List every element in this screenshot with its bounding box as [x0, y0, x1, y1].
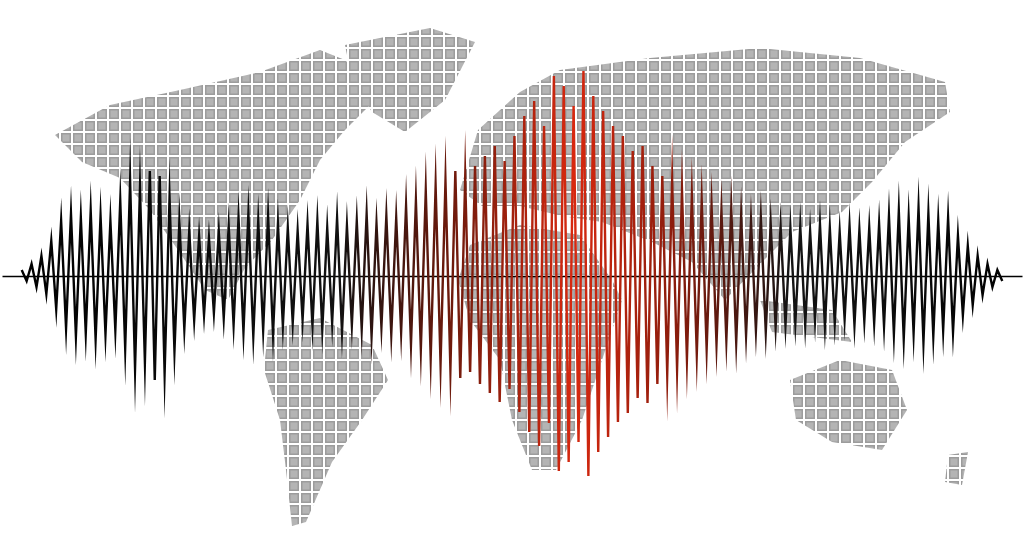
plot-area — [22, 71, 1003, 476]
continent — [945, 452, 968, 485]
continent — [264, 318, 388, 526]
waveform — [22, 71, 1003, 476]
canvas — [0, 0, 1024, 554]
chart-container — [0, 0, 1024, 554]
continent — [790, 360, 907, 450]
continent — [345, 28, 475, 132]
